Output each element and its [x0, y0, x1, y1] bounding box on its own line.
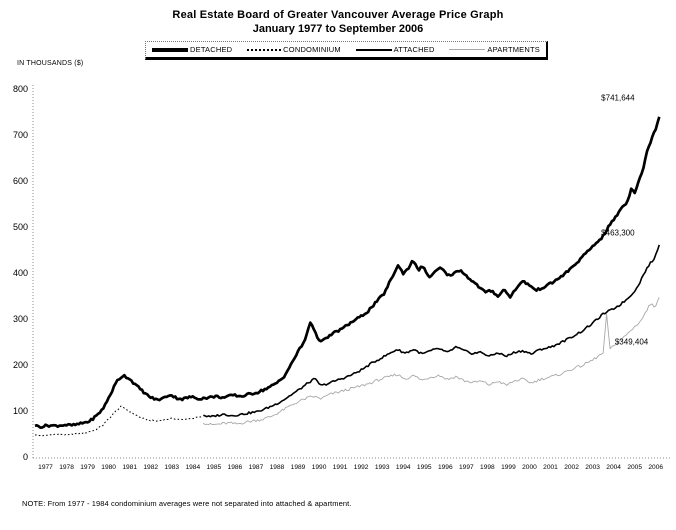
x-tick-label: 1991 — [332, 464, 348, 471]
y-tick-label: 700 — [12, 130, 28, 140]
annotation-apartments-price: $349,404 — [614, 337, 649, 347]
series-line-condominium — [34, 405, 204, 437]
legend-label: APARTMENTS — [487, 45, 540, 54]
y-axis-unit-label: IN THOUSANDS ($) — [17, 60, 84, 67]
x-tick-label: 1989 — [290, 464, 306, 471]
x-tick-label: 1996 — [437, 464, 453, 471]
series-line-attached — [203, 244, 661, 418]
x-tick-label: 1979 — [80, 464, 95, 471]
x-tick-label: 2005 — [627, 464, 643, 471]
legend-item-condominium: CONDOMINIUM — [247, 45, 341, 54]
x-tick-label: 2002 — [564, 464, 579, 471]
x-tick-label: 2000 — [522, 464, 537, 471]
y-tick-label: 0 — [22, 452, 28, 462]
y-tick-label: 800 — [12, 84, 28, 94]
y-tick-label: 100 — [12, 406, 28, 416]
x-tick-label: 1978 — [59, 464, 74, 471]
x-tick-label: 2003 — [585, 464, 600, 471]
x-tick-label: 2001 — [543, 464, 558, 471]
x-tick-label: 1994 — [395, 464, 411, 471]
x-tick-label: 2004 — [606, 464, 621, 471]
x-tick-label: 1983 — [164, 464, 180, 471]
legend: DETACHED CONDOMINIUM ATTACHED APARTMENTS — [145, 41, 548, 60]
x-tick-label: 1982 — [143, 464, 159, 471]
dotted-black-line-icon — [247, 48, 282, 51]
y-tick-label: 500 — [12, 222, 28, 232]
x-tick-label: 1993 — [374, 464, 390, 471]
annotation-attached-price: $463,300 — [601, 228, 635, 238]
x-tick-label: 1986 — [227, 464, 243, 471]
x-tick-label: 1999 — [501, 464, 516, 471]
annotation-detached-price: $741,644 — [601, 93, 635, 103]
y-tick-label: 600 — [12, 176, 28, 186]
y-tick-label: 300 — [12, 314, 28, 324]
x-tick-label: 1997 — [459, 464, 474, 471]
note-text: NOTE: From 1977 - 1984 condominium avera… — [22, 499, 352, 508]
y-tick-label: 200 — [12, 360, 28, 370]
legend-item-apartments: APARTMENTS — [449, 45, 540, 54]
legend-label: ATTACHED — [393, 45, 435, 54]
x-tick-label: 1995 — [416, 464, 432, 471]
x-tick-label: 1984 — [185, 464, 201, 471]
x-tick-label: 1987 — [248, 464, 264, 471]
y-tick-label: 400 — [12, 268, 28, 278]
x-tick-label: 1988 — [269, 464, 285, 471]
x-tick-label: 1985 — [206, 464, 222, 471]
x-tick-label: 1992 — [353, 464, 369, 471]
medium-solid-black-line-icon — [355, 48, 392, 51]
series-line-detached — [34, 115, 661, 429]
x-tick-label: 1977 — [38, 464, 53, 471]
chart-title: Real Estate Board of Greater Vancouver A… — [172, 9, 504, 21]
series-line-apartments — [203, 296, 660, 426]
x-tick-label: 1980 — [101, 464, 116, 471]
x-tick-label: 1981 — [122, 464, 138, 471]
chart-subtitle: January 1977 to September 2006 — [252, 23, 424, 35]
x-tick-label: 1998 — [480, 464, 495, 471]
thin-solid-gray-line-icon — [449, 49, 486, 50]
legend-label: DETACHED — [190, 45, 233, 54]
legend-label: CONDOMINIUM — [283, 45, 341, 54]
x-tick-label: 1990 — [311, 464, 327, 471]
legend-item-detached: DETACHED — [152, 45, 232, 54]
x-tick-label: 2006 — [648, 464, 664, 471]
legend-item-attached: ATTACHED — [355, 45, 435, 54]
thick-solid-black-line-icon — [152, 47, 188, 52]
